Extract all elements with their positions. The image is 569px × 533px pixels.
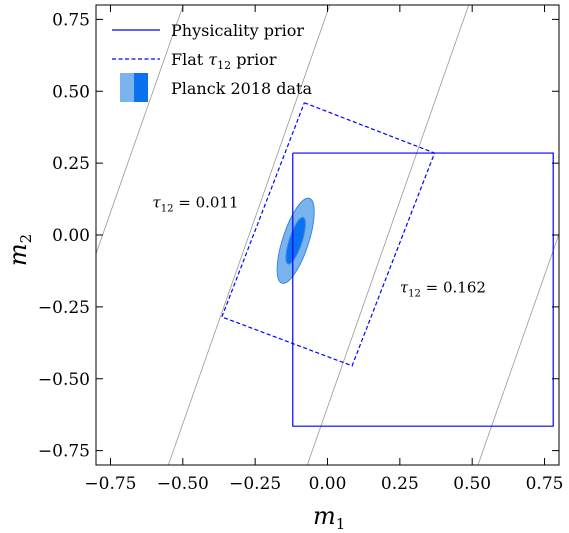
x-tick-label: −0.75 bbox=[84, 474, 136, 494]
annotations: τ12 = 0.011 τ12 = 0.162 bbox=[152, 194, 486, 300]
reference-lines bbox=[96, 5, 559, 465]
planck-contours bbox=[276, 197, 315, 284]
x-axis-label: m1 bbox=[313, 502, 345, 533]
tau-label-left: τ12 = 0.011 bbox=[152, 194, 238, 215]
legend-label-planck: Planck 2018 data bbox=[171, 79, 312, 98]
legend: Physicality prior Flat τ12 prior Planck … bbox=[112, 21, 312, 102]
y-tick-label: 0.75 bbox=[52, 10, 90, 30]
tau-label-right: τ12 = 0.162 bbox=[400, 279, 486, 300]
y-tick-label: −0.75 bbox=[38, 442, 90, 462]
legend-swatch-planck-outer bbox=[120, 73, 134, 102]
reference-line-1 bbox=[96, 5, 184, 254]
y-tick-label: −0.25 bbox=[38, 298, 90, 318]
x-tick-label: 0.50 bbox=[453, 474, 491, 494]
x-tick-label: −0.25 bbox=[229, 474, 281, 494]
x-tick-label: 0.75 bbox=[526, 474, 564, 494]
legend-label-physicality: Physicality prior bbox=[171, 21, 304, 40]
planck-contour-inner bbox=[285, 216, 306, 265]
legend-label-flat: Flat τ12 prior bbox=[171, 50, 277, 72]
y-tick-label: 0.50 bbox=[52, 82, 90, 102]
y-tick-label: 0.00 bbox=[52, 226, 90, 246]
reference-line-2 bbox=[167, 5, 331, 465]
x-tick-label: 0.25 bbox=[381, 474, 419, 494]
axis-ticks: −0.75 −0.50 −0.25 0.00 0.25 0.50 0.75 −0.75 −0.5… bbox=[38, 5, 564, 494]
y-tick-label: 0.25 bbox=[52, 154, 90, 174]
prior-boundaries bbox=[221, 102, 554, 427]
plot-frame bbox=[95, 4, 560, 466]
series-flat-tau12-prior bbox=[221, 102, 436, 367]
x-tick-label: 0.00 bbox=[309, 474, 347, 494]
reference-line-3 bbox=[306, 5, 470, 465]
y-tick-label: −0.50 bbox=[38, 370, 90, 390]
reference-line-4 bbox=[477, 232, 559, 465]
x-tick-label: −0.50 bbox=[157, 474, 209, 494]
legend-swatch-planck-inner bbox=[134, 73, 148, 102]
y-axis-label: m2 bbox=[4, 234, 35, 266]
series-physicality-prior bbox=[292, 152, 554, 427]
